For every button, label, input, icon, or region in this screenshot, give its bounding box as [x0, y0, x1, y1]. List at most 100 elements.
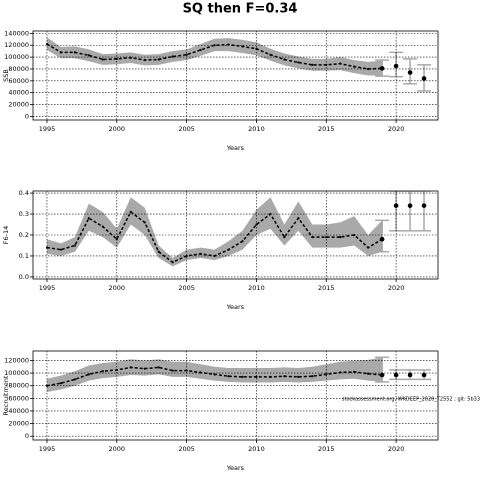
plot-area: [45, 356, 432, 393]
annotation: stockassessment.org, WKDEEP_2020_T2552 ;…: [342, 397, 480, 403]
point: [87, 54, 90, 57]
y-tick-label: 120000: [4, 41, 29, 49]
x-axis-label: Years: [226, 464, 245, 472]
point: [45, 384, 49, 387]
x-tick-label: 1995: [39, 284, 56, 292]
y-axis-label: SSB: [2, 69, 10, 82]
point: [87, 217, 90, 220]
point: [171, 261, 174, 264]
point: [59, 248, 63, 251]
point: [199, 48, 202, 52]
point: [297, 217, 300, 220]
point: [213, 44, 216, 47]
forecast-point: [379, 372, 385, 378]
y-tick-label: 40000: [8, 407, 29, 415]
forecast-point: [421, 203, 427, 208]
confidence-band: [46, 197, 383, 267]
point: [101, 58, 104, 61]
x-tick-label: 2020: [388, 445, 405, 453]
plot-area: [45, 191, 432, 267]
point: [213, 254, 216, 258]
point: [171, 369, 174, 372]
point: [311, 235, 314, 239]
forecast-point: [393, 372, 399, 378]
forecast-point: [421, 76, 427, 81]
point: [367, 246, 370, 249]
x-tick-label: 2010: [248, 284, 265, 292]
y-tick-label: 0.0: [19, 273, 29, 281]
x-tick-label: 2020: [388, 125, 405, 133]
point: [199, 252, 202, 255]
point: [255, 375, 258, 378]
point: [283, 375, 286, 378]
point: [143, 58, 146, 62]
point: [241, 240, 244, 243]
point: [129, 366, 132, 369]
y-tick-label: 100000: [4, 53, 29, 61]
point: [255, 47, 258, 50]
point: [241, 375, 244, 378]
forecast-point: [421, 372, 427, 378]
point: [73, 51, 76, 54]
point: [325, 373, 328, 376]
point: [185, 53, 188, 56]
x-axis-label: Years: [226, 144, 245, 152]
y-tick-label: 0: [25, 432, 29, 440]
x-tick-label: 2015: [318, 125, 335, 133]
point: [339, 62, 342, 65]
y-tick-label: 60000: [8, 77, 29, 85]
point: [339, 235, 342, 239]
point: [45, 246, 49, 249]
y-axis-label: Recruitment: [2, 375, 10, 415]
point: [129, 210, 132, 214]
point: [185, 369, 188, 372]
x-tick-label: 2005: [178, 445, 195, 453]
y-tick-label: 0: [25, 112, 29, 120]
point: [101, 225, 104, 228]
point: [297, 61, 300, 64]
y-tick-label: 140000: [4, 29, 29, 37]
y-tick-label: 0.2: [19, 231, 29, 239]
confidence-band: [46, 37, 383, 76]
forecast-point: [393, 203, 399, 208]
point: [213, 373, 216, 376]
point: [283, 58, 286, 61]
x-tick-label: 2010: [248, 445, 265, 453]
point: [73, 378, 76, 381]
x-tick-label: 2010: [248, 125, 265, 133]
point: [353, 65, 356, 68]
y-tick-label: 100000: [4, 369, 29, 377]
point: [241, 45, 244, 48]
point: [367, 67, 370, 71]
point: [59, 51, 63, 54]
point: [297, 375, 300, 378]
y-tick-label: 60000: [8, 394, 29, 402]
point: [157, 58, 160, 61]
y-tick-label: 80000: [8, 382, 29, 390]
x-tick-label: 2020: [388, 284, 405, 292]
axes-frame: [32, 30, 439, 121]
x-tick-label: 2015: [318, 284, 335, 292]
forecast-point: [379, 236, 385, 242]
forecast-point: [407, 70, 413, 75]
x-tick-label: 2015: [318, 445, 335, 453]
point: [143, 367, 146, 370]
point: [227, 248, 230, 251]
y-axis-label: F6-14: [2, 226, 10, 245]
y-tick-label: 40000: [8, 89, 29, 97]
forecast-point: [407, 203, 413, 208]
point: [73, 244, 76, 247]
point: [227, 375, 230, 378]
point: [353, 370, 356, 373]
point: [269, 53, 272, 56]
y-tick-label: 20000: [8, 101, 29, 109]
x-tick-label: 2005: [178, 125, 195, 133]
point: [367, 372, 370, 375]
forecast-point: [393, 63, 399, 69]
y-tick-label: 80000: [8, 65, 29, 73]
x-tick-label: 2005: [178, 284, 195, 292]
point: [311, 63, 314, 66]
y-tick-label: 0.3: [19, 210, 29, 218]
forecast-point: [407, 372, 413, 378]
